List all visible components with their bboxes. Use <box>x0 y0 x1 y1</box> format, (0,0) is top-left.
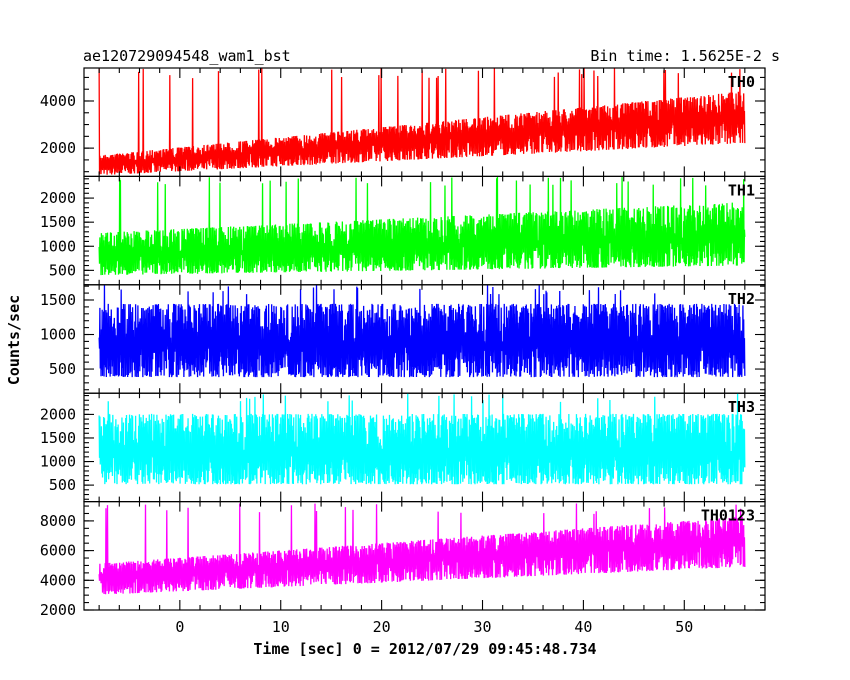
x-tick-label: 0 <box>175 618 184 636</box>
panel-label-th1: TH1 <box>728 181 755 199</box>
x-tick-label: 50 <box>675 618 693 636</box>
series-th3 <box>98 393 746 485</box>
y-tick-label-th0: 4000 <box>40 92 76 110</box>
y-tick-label-th3: 1000 <box>40 453 76 471</box>
x-tick-label: 20 <box>373 618 391 636</box>
y-tick-label-th1: 1000 <box>40 237 76 255</box>
chart-title-right: Bin time: 1.5625E-2 s <box>590 47 780 65</box>
y-tick-label-th1: 500 <box>49 261 76 279</box>
panel-th1: 500 1000 1500 2000 TH1 <box>40 175 766 286</box>
x-tick-label: 40 <box>574 618 592 636</box>
panel-th0: 2000 4000 TH0 <box>40 67 766 178</box>
y-tick-label-th2: 1500 <box>40 291 76 309</box>
panel-th2: 500 1000 1500 TH2 <box>40 284 766 394</box>
series-th2 <box>98 284 746 378</box>
y-tick-label-th3: 1500 <box>40 429 76 447</box>
panel-label-th3: TH3 <box>728 398 755 416</box>
y-axis-label: Counts/sec <box>5 295 23 385</box>
panel-frame-th0123 <box>83 501 766 611</box>
panels-group: 2000 4000 TH0 500 1000 1500 2000 TH1 500 1000 1500… <box>40 67 766 619</box>
y-tick-label-th0123: 8000 <box>40 512 76 530</box>
y-tick-label-th0123: 6000 <box>40 542 76 560</box>
series-th1 <box>98 176 746 276</box>
panel-label-th0123: TH0123 <box>701 507 755 525</box>
x-tick-label: 10 <box>272 618 290 636</box>
y-tick-label-th1: 1500 <box>40 213 76 231</box>
y-tick-label-th3: 500 <box>49 476 76 494</box>
y-tick-label-th0: 2000 <box>40 139 76 157</box>
panel-th3: 500 1000 1500 2000 TH3 <box>40 392 766 503</box>
y-tick-label-th3: 2000 <box>40 405 76 423</box>
y-tick-label-th0123: 2000 <box>40 601 76 619</box>
x-axis: 0 10 20 30 40 50 <box>175 618 693 636</box>
chart-title-left: ae120729094548_wam1_bst <box>83 47 291 65</box>
y-tick-label-th2: 500 <box>49 360 76 378</box>
x-tick-label: 30 <box>473 618 491 636</box>
y-tick-label-th1: 2000 <box>40 189 76 207</box>
y-tick-label-th2: 1000 <box>40 326 76 344</box>
y-tick-label-th0123: 4000 <box>40 571 76 589</box>
panel-label-th0: TH0 <box>728 73 755 91</box>
x-axis-label: Time [sec] 0 = 2012/07/29 09:45:48.734 <box>253 640 596 658</box>
series-th0 <box>98 68 746 175</box>
series-th0123 <box>98 503 746 595</box>
panel-th0123: 2000 4000 6000 8000 TH0123 <box>40 501 766 619</box>
panel-label-th2: TH2 <box>728 290 755 308</box>
